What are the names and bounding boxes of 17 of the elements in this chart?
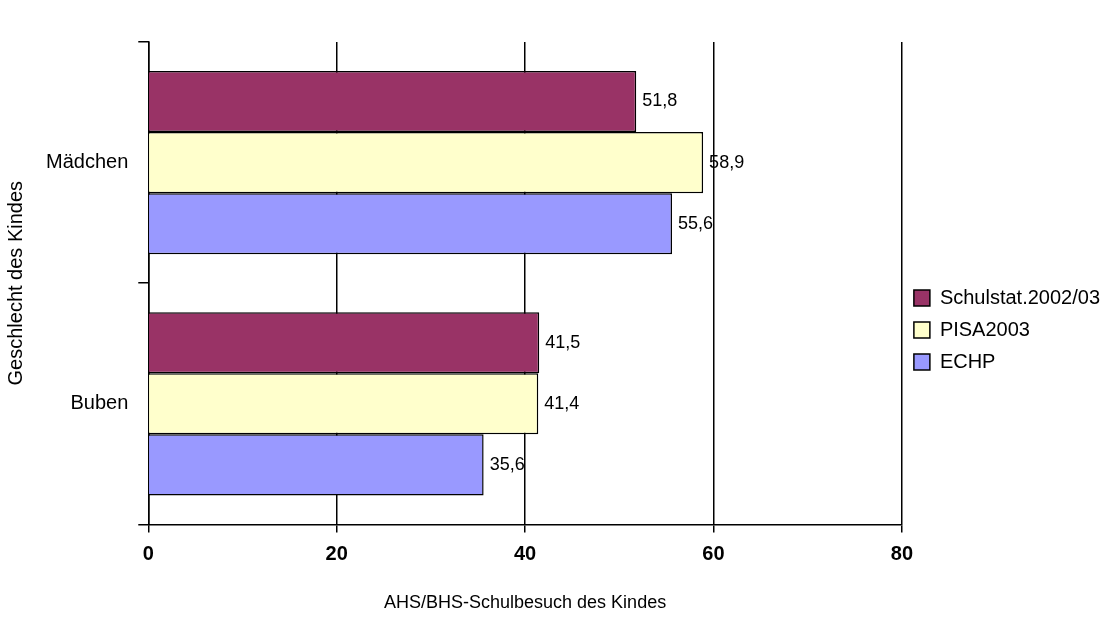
x-tick-label: 80 bbox=[890, 541, 914, 564]
x-tick-label: 20 bbox=[325, 541, 348, 564]
x-tick-label: 0 bbox=[142, 541, 154, 564]
legend-label: ECHP bbox=[939, 349, 996, 372]
legend-label: PISA2003 bbox=[939, 317, 1030, 340]
data-label: 41,5 bbox=[545, 331, 581, 352]
x-tick-label: 60 bbox=[702, 541, 725, 564]
data-label: 35,6 bbox=[489, 453, 525, 474]
legend-label: Schulstat.2002/03 bbox=[939, 285, 1101, 308]
data-label: 55,6 bbox=[678, 212, 714, 233]
x-axis-title: AHS/BHS-Schulbesuch des Kindes bbox=[384, 592, 667, 613]
y-tick-label: Buben bbox=[70, 391, 129, 414]
y-axis-title: Geschlecht des Kindes bbox=[3, 180, 26, 386]
data-label: 51,8 bbox=[642, 90, 678, 111]
y-tick-label: Mädchen bbox=[45, 150, 129, 173]
data-label: 41,4 bbox=[544, 392, 580, 413]
x-tick-label: 40 bbox=[513, 541, 537, 564]
